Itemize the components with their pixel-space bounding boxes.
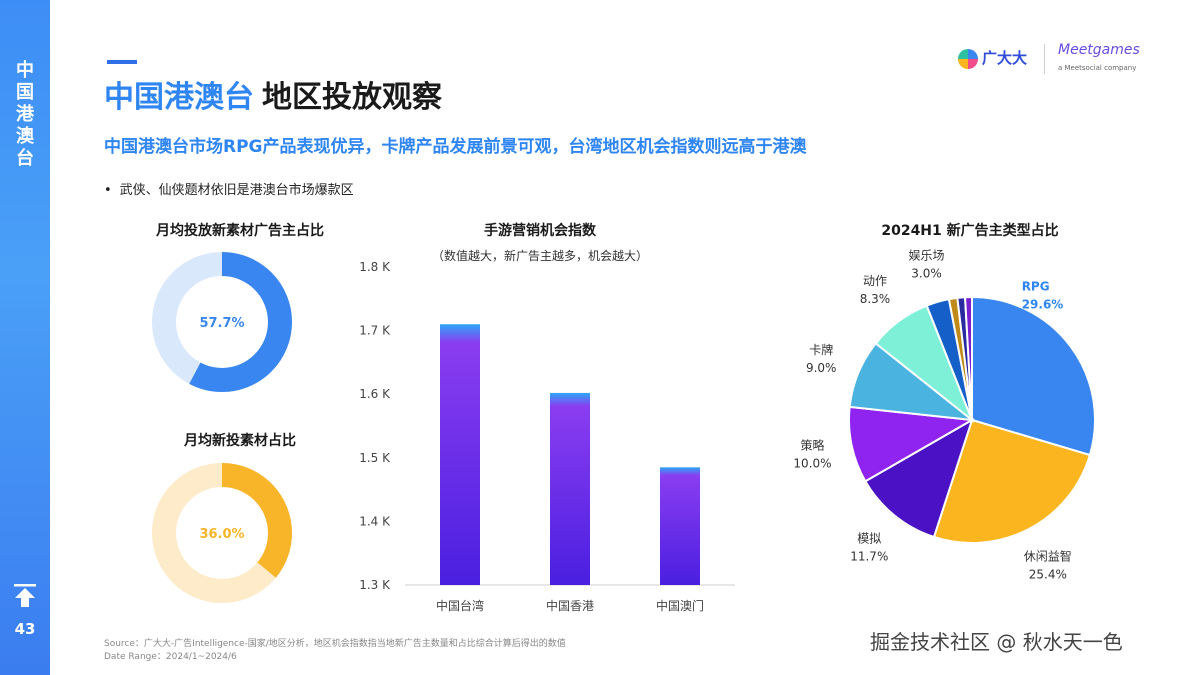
donut-chart-materials: 36.0% bbox=[152, 463, 292, 603]
donut2-value-arc bbox=[152, 463, 292, 603]
pie-label-value: 29.6% bbox=[1022, 297, 1064, 311]
brand-name: 广大大 bbox=[982, 49, 1028, 67]
partner-subtitle: a Meetsocial company bbox=[1058, 64, 1137, 72]
pie-label-name: 策略 bbox=[800, 438, 824, 453]
logo-divider bbox=[1044, 44, 1045, 74]
bar bbox=[660, 467, 700, 585]
source-footer: Source：广大大-广告Intelligence-国家/地区分析，地区机会指数… bbox=[104, 638, 566, 664]
pie-label-value: 3.0% bbox=[911, 266, 942, 280]
pie-slice bbox=[963, 295, 973, 421]
title-accent-bar bbox=[107, 60, 137, 64]
sidebar-title-char: 澳 bbox=[16, 126, 34, 147]
pie-label-name: RPG bbox=[1022, 279, 1050, 293]
page-title-rest: 地区投放观察 bbox=[262, 80, 442, 115]
pie-label-value: 11.7% bbox=[850, 550, 888, 564]
x-tick-label: 中国澳门 bbox=[656, 598, 704, 613]
source-text: Source：广大大-广告Intelligence-国家/地区分析，地区机会指数… bbox=[104, 639, 566, 649]
sidebar-title-char: 港 bbox=[16, 104, 34, 125]
date-range-text: Date Range：2024/1~2024/6 bbox=[104, 652, 237, 662]
y-tick-label: 1.7 K bbox=[359, 324, 391, 338]
bar-chart-title: 手游营销机会指数 bbox=[484, 223, 596, 239]
y-tick-label: 1.4 K bbox=[359, 514, 391, 528]
pie-label-name: 模拟 bbox=[857, 532, 881, 546]
donut2-label: 36.0% bbox=[199, 527, 244, 542]
page-subtitle: 中国港澳台市场RPG产品表现优异，卡牌产品发展前景可观，台湾地区机会指数则远高于… bbox=[104, 137, 807, 157]
bullet-text: 武侠、仙侠题材依旧是港澳台市场爆款区 bbox=[119, 183, 354, 198]
pie-slice bbox=[932, 418, 1092, 544]
brand-logo: 广大大 Meetgames a Meetsocial company bbox=[958, 42, 1148, 78]
pie-label-name: 动作 bbox=[863, 274, 887, 288]
sidebar-title-char: 国 bbox=[16, 82, 34, 103]
pie-label-value: 8.3% bbox=[860, 292, 891, 306]
donut2-title: 月均新投素材占比 bbox=[184, 433, 296, 449]
pie-label-value: 10.0% bbox=[793, 457, 831, 471]
y-tick-label: 1.5 K bbox=[359, 451, 391, 465]
pie-label-value: 9.0% bbox=[806, 361, 837, 375]
bar bbox=[550, 392, 590, 585]
bullet-mark: • bbox=[104, 183, 112, 198]
bar-chart-opportunity-index: 1.3 K 1.4 K 1.5 K 1.6 K 1.7 K 1.8 K 中国台湾 中国香港 中国… bbox=[359, 260, 735, 613]
page-number: 43 bbox=[14, 620, 36, 638]
donut-chart-advertisers: 57.7% bbox=[152, 252, 292, 392]
page-title-highlight: 中国港澳台 bbox=[104, 80, 254, 115]
pie-label-name: 卡牌 bbox=[809, 343, 833, 357]
pie-label-name: 娱乐场 bbox=[909, 248, 945, 262]
pie-slice bbox=[863, 417, 974, 539]
pie-slice bbox=[971, 295, 1096, 457]
bar-chart-subtitle: （数值越大，新广告主越多，机会越大） bbox=[431, 249, 648, 263]
x-tick-label: 中国台湾 bbox=[436, 598, 484, 613]
pie-chart-advertiser-types: RPG 29.6% 休闲益智 25.4% 模拟 11.7% 策略 10.0% 卡牌 9.0% 动作 8… bbox=[793, 248, 1096, 581]
x-tick-label: 中国香港 bbox=[546, 598, 594, 613]
donut1-label: 57.7% bbox=[199, 316, 244, 331]
donut1-title: 月均投放新素材广告主占比 bbox=[156, 223, 324, 239]
y-tick-label: 1.8 K bbox=[359, 260, 391, 274]
sidebar-title: 中 国 港 澳 台 bbox=[0, 60, 50, 170]
pie-chart-title: 2024H1 新广告主类型占比 bbox=[881, 223, 1059, 239]
partner-name: Meetgames bbox=[1058, 42, 1140, 58]
page-title: 中国港澳台 地区投放观察 bbox=[104, 78, 442, 118]
donut1-value-arc bbox=[152, 252, 292, 392]
watermark: 掘金技术社区 @ 秋水天一色 bbox=[870, 630, 1123, 654]
sidebar-title-char: 台 bbox=[16, 148, 34, 169]
sidebar: 中 国 港 澳 台 43 bbox=[0, 0, 50, 675]
sidebar-title-char: 中 bbox=[16, 60, 34, 81]
y-tick-label: 1.3 K bbox=[359, 578, 391, 592]
y-tick-label: 1.6 K bbox=[359, 387, 391, 401]
pie-label-value: 25.4% bbox=[1029, 567, 1067, 581]
upload-arrow-icon[interactable] bbox=[13, 583, 37, 609]
bar bbox=[440, 324, 480, 585]
pie-slice bbox=[848, 405, 976, 483]
brand-logo-icon bbox=[958, 49, 978, 69]
pie-label-name: 休闲益智 bbox=[1024, 548, 1072, 563]
bullet-item: • 武侠、仙侠题材依旧是港澳台市场爆款区 bbox=[104, 179, 354, 198]
